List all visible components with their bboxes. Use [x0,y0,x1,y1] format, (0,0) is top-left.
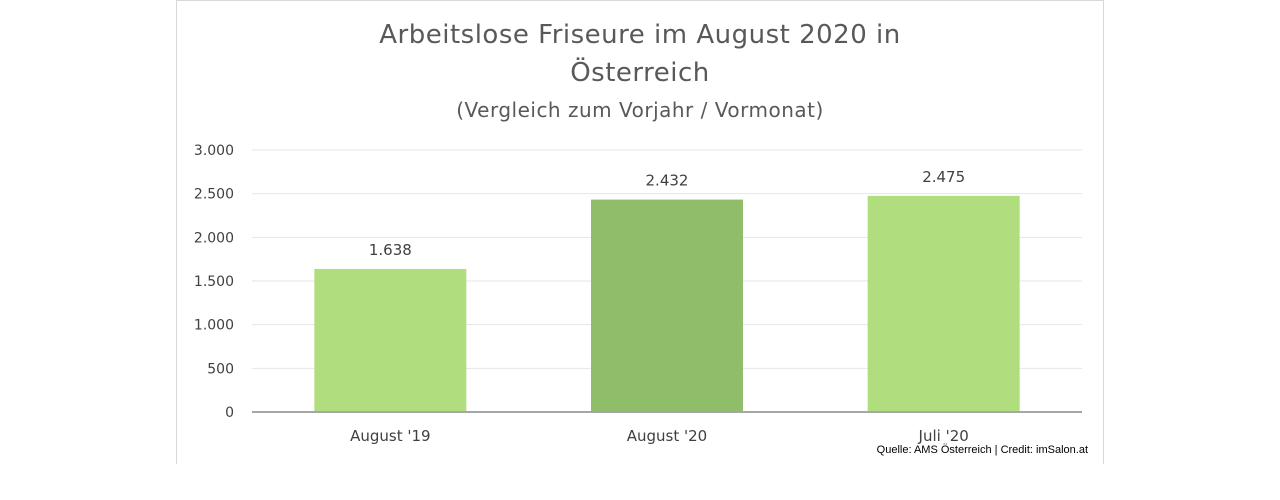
bar [314,268,467,412]
data-label: 2.432 [646,172,689,190]
bar [867,195,1020,412]
y-tick-label: 3.000 [194,143,234,159]
x-tick-label: August '20 [627,427,707,445]
bar [591,199,743,412]
y-tick-label: 2.000 [194,230,234,246]
source-credit: Quelle: AMS Österreich | Credit: imSalon… [876,444,1088,456]
data-label: 2.475 [922,168,965,186]
chart-title: Arbeitslose Friseure im August 2020 in [379,20,901,50]
x-tick-label: August '19 [350,427,430,445]
y-tick-label: 1.500 [194,274,234,290]
y-tick-label: 2.500 [194,187,234,203]
data-label: 1.638 [369,241,412,259]
x-tick-label: Juli '20 [918,427,969,445]
chart-subtitle: (Vergleich zum Vorjahr / Vormonat) [456,98,824,122]
y-tick-label: 500 [207,361,234,377]
chart-title-line2: Österreich [570,58,710,88]
y-tick-label: 0 [225,405,234,421]
y-tick-label: 1.000 [194,318,234,334]
